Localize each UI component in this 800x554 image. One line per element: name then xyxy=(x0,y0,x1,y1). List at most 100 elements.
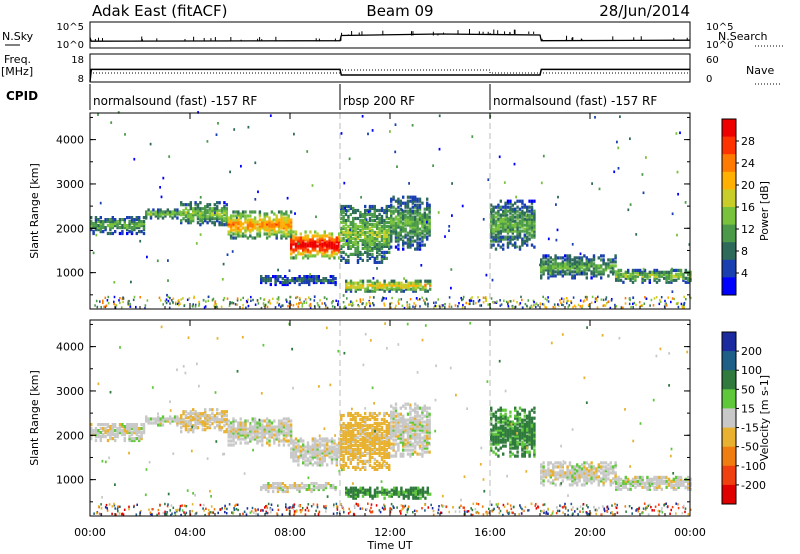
echo-cell xyxy=(239,427,242,431)
echo-cell xyxy=(288,280,292,285)
echo-cell xyxy=(102,301,104,305)
echo-cell xyxy=(241,427,245,431)
echo-cell xyxy=(246,228,250,232)
echo-cell xyxy=(352,496,355,500)
echo-cell xyxy=(361,252,364,256)
echo-cell xyxy=(388,281,391,285)
echo-cell xyxy=(268,421,271,425)
echo-cell xyxy=(332,275,335,279)
echo-cell xyxy=(330,301,333,305)
echo-cell xyxy=(104,220,107,224)
echo-cell xyxy=(287,305,289,308)
echo-cell xyxy=(102,220,105,224)
echo-cell xyxy=(416,243,419,247)
echo-cell xyxy=(128,230,131,234)
echo-cell xyxy=(256,425,259,429)
echo-cell xyxy=(349,449,352,453)
echo-cell xyxy=(585,266,588,270)
echo-cell xyxy=(617,274,620,278)
echo-cell xyxy=(262,486,265,490)
echo-cell xyxy=(435,301,437,304)
echo-cell xyxy=(380,244,384,248)
echo-cell xyxy=(378,281,381,285)
echo-cell xyxy=(222,262,225,266)
echo-cell xyxy=(251,429,254,433)
echo-cell xyxy=(426,279,429,283)
echo-cell xyxy=(380,228,384,232)
echo-cell xyxy=(321,246,324,250)
echo-cell xyxy=(357,287,360,291)
echo-cell xyxy=(323,451,326,455)
echo-cell xyxy=(229,230,233,234)
echo-cell xyxy=(385,490,389,494)
echo-cell xyxy=(514,201,517,205)
echo-cell xyxy=(140,222,143,226)
echo-cell xyxy=(229,234,233,238)
echo-cell xyxy=(292,238,295,242)
echo-cell xyxy=(583,299,586,302)
echo-cell xyxy=(509,440,512,444)
echo-cell xyxy=(406,424,410,428)
echo-cell xyxy=(492,428,495,432)
echo-cell xyxy=(316,244,319,248)
echo-cell xyxy=(530,221,534,225)
echo-cell xyxy=(342,425,345,430)
echo-cell xyxy=(590,270,593,274)
echo-cell xyxy=(231,301,233,304)
echo-cell xyxy=(114,423,117,427)
echo-cell xyxy=(106,218,110,222)
echo-cell xyxy=(258,212,262,216)
echo-cell xyxy=(244,437,247,441)
echo-cell xyxy=(145,417,148,421)
echo-cell xyxy=(321,449,324,453)
echo-cell xyxy=(289,226,293,230)
echo-cell xyxy=(280,425,283,429)
echo-cell xyxy=(294,447,298,451)
echo-cell xyxy=(383,252,386,256)
echo-cell xyxy=(566,268,569,272)
echo-cell xyxy=(609,258,612,262)
echo-cell xyxy=(335,453,338,457)
echo-cell xyxy=(356,240,360,244)
echo-cell xyxy=(356,443,360,447)
echo-cell xyxy=(364,461,367,465)
echo-cell xyxy=(260,275,263,279)
echo-cell xyxy=(665,304,668,307)
echo-cell xyxy=(402,239,405,243)
echo-cell xyxy=(128,427,131,431)
echo-cell xyxy=(109,226,112,230)
echo-cell xyxy=(371,214,374,219)
noise-sky-series xyxy=(89,33,691,42)
echo-cell xyxy=(665,276,668,280)
echo-cell xyxy=(192,430,195,434)
echo-cell xyxy=(259,297,262,300)
echo-cell xyxy=(564,262,567,266)
echo-cell xyxy=(561,266,564,270)
echo-cell xyxy=(604,264,608,268)
echo-cell xyxy=(573,256,576,260)
echo-cell xyxy=(285,298,288,302)
echo-cell xyxy=(366,230,369,234)
echo-cell xyxy=(414,422,417,426)
echo-cell xyxy=(411,221,414,225)
echo-cell xyxy=(528,227,531,231)
echo-cell xyxy=(511,215,514,219)
echo-cell xyxy=(429,492,432,496)
echo-cell xyxy=(368,240,372,244)
echo-cell xyxy=(135,218,138,222)
echo-cell xyxy=(314,447,317,451)
echo-cell xyxy=(462,297,464,301)
echo-cell xyxy=(251,437,254,441)
echo-cell xyxy=(349,451,352,455)
echo-cell xyxy=(388,463,391,467)
echo-cell xyxy=(378,285,381,289)
echo-cell xyxy=(566,266,569,270)
echo-cell xyxy=(521,213,524,217)
echo-cell xyxy=(323,248,326,252)
echo-cell xyxy=(176,210,179,214)
echo-cell xyxy=(359,423,362,428)
echo-cell xyxy=(333,445,336,449)
echo-cell xyxy=(184,428,188,432)
echo-cell xyxy=(499,406,502,410)
echo-cell xyxy=(289,425,293,429)
